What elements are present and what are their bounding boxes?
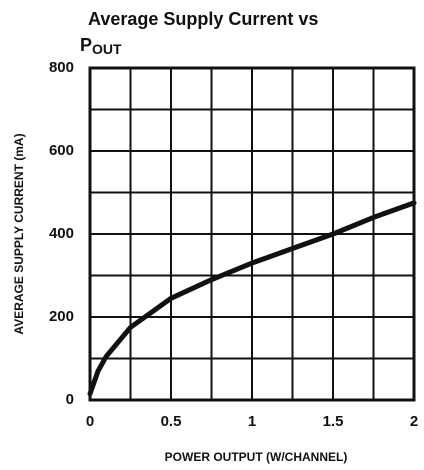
x-tick-label: 0.5 (161, 413, 182, 430)
y-tick-label: 800 (49, 59, 74, 76)
y-tick-label: 600 (49, 142, 74, 159)
x-tick-label: 2 (410, 413, 418, 430)
x-tick-label: 1 (248, 413, 256, 430)
title-subscript: OUT (92, 41, 122, 57)
x-tick-label: 1.5 (323, 413, 344, 430)
data-line (87, 200, 417, 397)
chart-title-symbol: POUT (80, 35, 122, 57)
chart-title: Average Supply Current vs (88, 9, 318, 29)
title-symbol: P (80, 35, 92, 55)
y-tick-label: 200 (49, 308, 74, 325)
plot-frame (88, 66, 416, 402)
y-tick-label: 400 (49, 225, 74, 242)
y-tick-label: 0 (66, 391, 74, 408)
x-axis-label: POWER OUTPUT (W/CHANNEL) (165, 450, 348, 464)
x-tick-label: 0 (86, 413, 94, 430)
y-axis-label: AVERAGE SUPPLY CURRENT (mA) (12, 133, 26, 334)
